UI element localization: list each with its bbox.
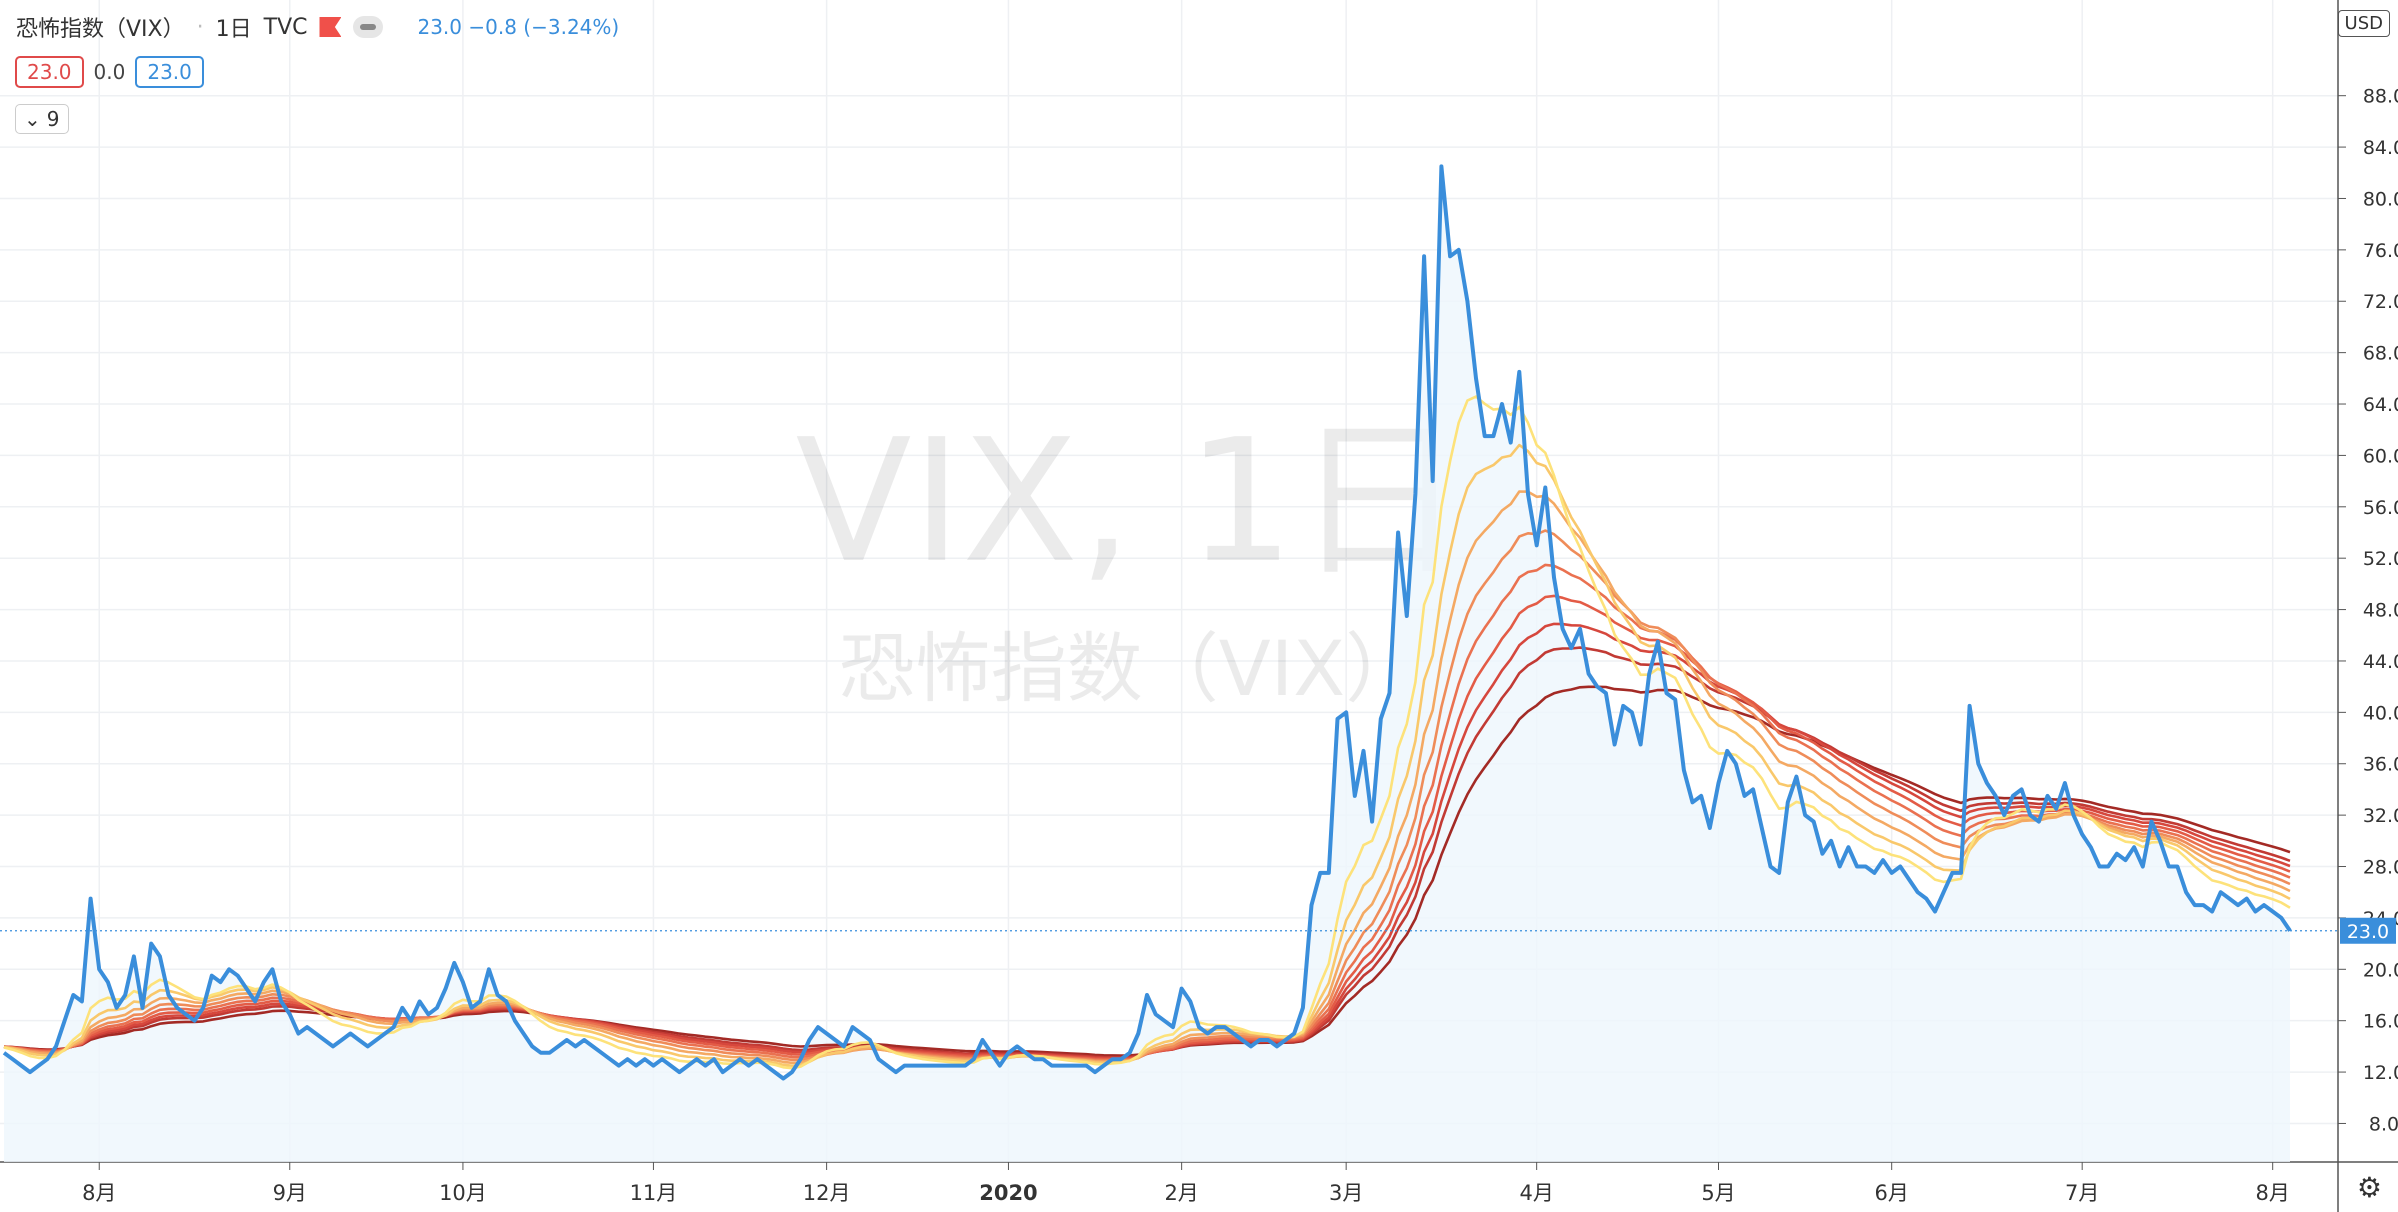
indicator-value-red: 23.0 bbox=[15, 56, 84, 88]
x-tick-label: 3月 bbox=[1329, 1181, 1363, 1205]
price-line bbox=[2, 164, 2292, 1081]
price-change: 23.0 −0.8 (−3.24%) bbox=[417, 15, 620, 39]
y-tick-label: 68.0 bbox=[2363, 343, 2398, 365]
y-tick-label: 52.0 bbox=[2363, 548, 2398, 570]
x-tick-label: 9月 bbox=[273, 1181, 307, 1205]
chart-header: 恐怖指数（VIX） · 1日 TVC 23.0 −0.8 (−3.24%) bbox=[16, 10, 619, 44]
watermark-subtitle: 恐怖指数（VIX） bbox=[839, 624, 1421, 713]
y-tick-label: 48.0 bbox=[2363, 600, 2398, 622]
price-area bbox=[4, 166, 2290, 1162]
x-tick-label: 11月 bbox=[630, 1181, 678, 1205]
y-tick-label: 8.0 bbox=[2369, 1113, 2398, 1135]
x-tick-label: 5月 bbox=[1701, 1181, 1735, 1205]
indicator-count: 9 bbox=[46, 107, 60, 131]
y-tick-label: 28.0 bbox=[2363, 857, 2398, 879]
x-tick-label: 7月 bbox=[2065, 1181, 2099, 1205]
last-price-badge bbox=[2340, 917, 2396, 944]
y-tick-label: 44.0 bbox=[2363, 651, 2398, 673]
indicator-value-plain: 0.0 bbox=[93, 60, 126, 84]
ma-ribbon-line bbox=[3, 490, 2291, 1065]
currency-label[interactable]: USD bbox=[2337, 10, 2390, 37]
header-separator: · bbox=[196, 14, 204, 40]
y-tick-label: 36.0 bbox=[2363, 754, 2398, 776]
x-tick-label: 2020 bbox=[979, 1181, 1037, 1205]
symbol-name[interactable]: 恐怖指数（VIX） bbox=[16, 17, 185, 42]
y-tick-label: 20.0 bbox=[2363, 959, 2398, 981]
ma-ribbon-line bbox=[3, 443, 2291, 1067]
x-tick-label: 6月 bbox=[1874, 1181, 1908, 1205]
indicator-value-blue: 23.0 bbox=[135, 56, 204, 88]
gear-icon[interactable]: ⚙ bbox=[2356, 1171, 2382, 1204]
y-tick-label: 64.0 bbox=[2363, 394, 2398, 416]
y-tick-label: 60.0 bbox=[2363, 445, 2398, 467]
y-tick-label: 80.0 bbox=[2363, 188, 2398, 210]
y-tick-label: 32.0 bbox=[2363, 805, 2398, 827]
y-tick-label: 88.0 bbox=[2363, 86, 2398, 108]
watermark-title: VIX, 1日 bbox=[795, 403, 1464, 601]
x-tick-label: 12月 bbox=[803, 1181, 851, 1205]
last-price-label: 23.0 bbox=[2347, 921, 2389, 943]
interval-label[interactable]: 1日 bbox=[215, 17, 252, 42]
y-tick-label: 72.0 bbox=[2363, 291, 2398, 313]
y-tick-label: 56.0 bbox=[2363, 497, 2398, 519]
y-tick-label: 84.0 bbox=[2363, 137, 2398, 159]
hide-toggle-icon[interactable] bbox=[353, 16, 384, 38]
x-tick-label: 10月 bbox=[439, 1181, 487, 1205]
y-tick-label: 76.0 bbox=[2363, 240, 2398, 262]
x-tick-label: 2月 bbox=[1164, 1181, 1198, 1205]
y-tick-label: 12.0 bbox=[2363, 1062, 2398, 1084]
x-tick-label: 4月 bbox=[1519, 1181, 1553, 1205]
flag-icon[interactable] bbox=[319, 17, 342, 37]
x-tick-label: 8月 bbox=[2255, 1181, 2289, 1205]
indicator-values: 23.0 0.0 23.0 bbox=[15, 56, 204, 88]
y-tick-label: 16.0 bbox=[2363, 1011, 2398, 1033]
y-tick-label: 40.0 bbox=[2363, 702, 2398, 724]
exchange-label: TVC bbox=[263, 14, 308, 40]
chevron-down-icon: ⌄ bbox=[24, 107, 41, 131]
x-tick-label: 8月 bbox=[82, 1181, 116, 1205]
indicator-collapse-button[interactable]: ⌄ 9 bbox=[15, 104, 69, 134]
